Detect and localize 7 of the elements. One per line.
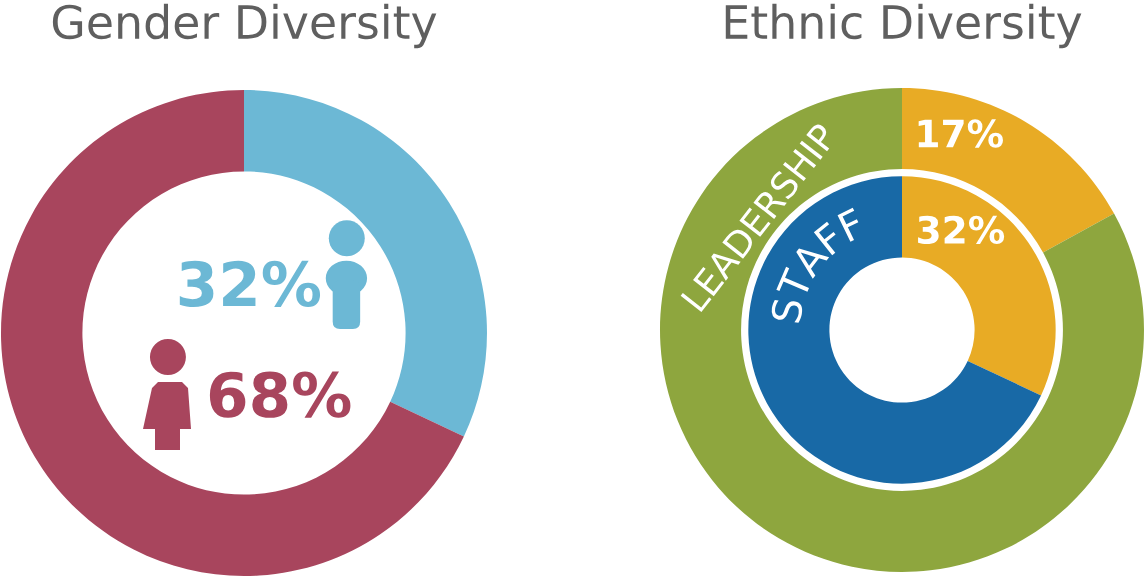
data-label: 17%: [918, 119, 1003, 148]
chart-title: Gender Diversity: [52, 3, 437, 49]
donut-slice: [1, 90, 464, 576]
data-label: 32%: [918, 215, 1005, 245]
data-label: 68%: [209, 371, 351, 418]
data-label: 32%: [179, 260, 321, 307]
chart-title: Ethnic Diversity: [725, 3, 1082, 49]
